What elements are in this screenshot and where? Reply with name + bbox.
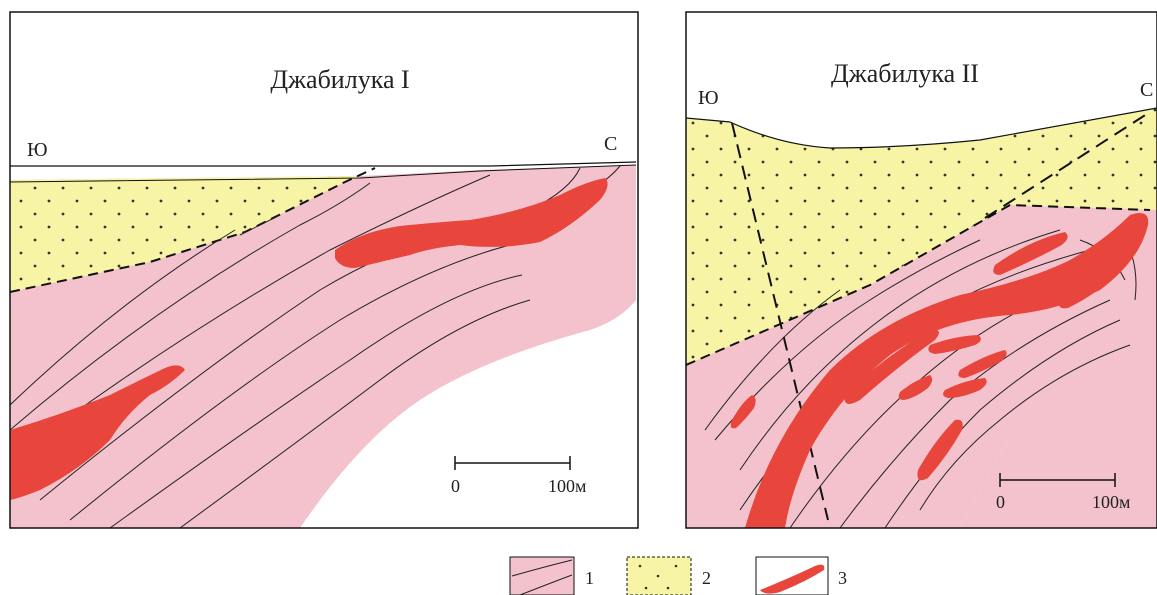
unconformity-line-right (686, 203, 1151, 366)
panel-frame-left (9, 11, 639, 529)
ore-lens-right-6 (898, 375, 933, 400)
label-east-right: С (1140, 79, 1153, 101)
label-west-right: Ю (698, 87, 719, 109)
legend-number-1: 1 (585, 568, 594, 588)
ore-lens-right-7 (943, 378, 987, 398)
ground-surface-right (686, 107, 1157, 149)
scale-bar-left (454, 456, 571, 470)
label-east-left: С (604, 133, 617, 155)
ore-lens-right-9 (730, 395, 756, 429)
schist-body-right (686, 205, 1157, 528)
ore-lens-right-1 (993, 232, 1068, 275)
ore-lens-right-2 (1059, 260, 1124, 309)
panel-title-left: Джабилука I (270, 65, 409, 94)
ore-lens-right-5 (958, 350, 1007, 378)
scale-end-left: 100м (548, 476, 586, 496)
fault-line-right-steep (731, 122, 829, 521)
panel-frame-right (685, 11, 1157, 529)
panel-title-right: Джабилука II (831, 59, 979, 88)
legend-swatch-3 (755, 556, 829, 595)
legend: 1 2 3 (509, 556, 847, 595)
ore-lens-right-4 (928, 335, 981, 354)
section-panel-right: Джабилука II Ю С 0 100м (685, 11, 1157, 529)
legend-number-2: 2 (702, 568, 711, 588)
label-west-left: Ю (27, 139, 48, 161)
ground-surface-left (10, 161, 637, 167)
sandstone-body-right (686, 108, 1157, 365)
ore-lens-right-3 (844, 329, 939, 404)
ore-lens-right-8 (917, 419, 963, 481)
legend-number-3: 3 (838, 568, 847, 588)
section-panel-left: Джабилука I Ю С 0 100м (9, 11, 639, 529)
ore-body-right-main (745, 213, 1149, 528)
ore-body-left-lower (10, 365, 185, 500)
legend-swatch-2 (626, 556, 692, 595)
scale-start-right: 0 (996, 492, 1005, 512)
ore-body-left-upper (335, 178, 608, 268)
scale-start-left: 0 (451, 476, 460, 496)
sandstone-wedge-left (10, 176, 360, 292)
fault-line-right-shallow (984, 111, 1151, 219)
legend-swatch-1 (509, 556, 575, 595)
scale-end-right: 100м (1092, 492, 1130, 512)
scale-bar-right (999, 473, 1116, 487)
